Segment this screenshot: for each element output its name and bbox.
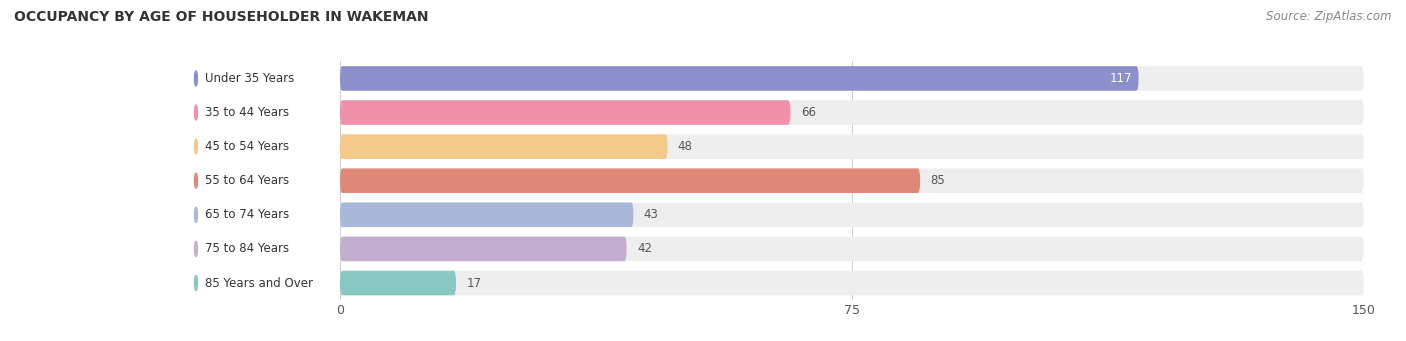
FancyBboxPatch shape <box>190 239 336 259</box>
FancyBboxPatch shape <box>340 100 1364 125</box>
Text: 66: 66 <box>800 106 815 119</box>
Text: 85 Years and Over: 85 Years and Over <box>205 277 312 290</box>
FancyBboxPatch shape <box>340 237 627 261</box>
FancyBboxPatch shape <box>340 134 1364 159</box>
FancyBboxPatch shape <box>190 103 336 122</box>
Circle shape <box>194 139 197 154</box>
Circle shape <box>194 173 197 188</box>
FancyBboxPatch shape <box>340 203 1364 227</box>
Circle shape <box>194 241 197 256</box>
FancyBboxPatch shape <box>340 203 634 227</box>
Text: OCCUPANCY BY AGE OF HOUSEHOLDER IN WAKEMAN: OCCUPANCY BY AGE OF HOUSEHOLDER IN WAKEM… <box>14 10 429 24</box>
Circle shape <box>194 105 197 120</box>
Circle shape <box>194 71 197 86</box>
Text: 42: 42 <box>637 242 652 255</box>
Text: 45 to 54 Years: 45 to 54 Years <box>205 140 290 153</box>
FancyBboxPatch shape <box>340 100 790 125</box>
Text: 43: 43 <box>644 208 658 221</box>
FancyBboxPatch shape <box>190 273 336 293</box>
Text: 55 to 64 Years: 55 to 64 Years <box>205 174 290 187</box>
FancyBboxPatch shape <box>190 171 336 191</box>
Text: Source: ZipAtlas.com: Source: ZipAtlas.com <box>1267 10 1392 23</box>
Text: 48: 48 <box>678 140 693 153</box>
FancyBboxPatch shape <box>340 66 1364 91</box>
FancyBboxPatch shape <box>340 134 668 159</box>
FancyBboxPatch shape <box>340 66 1139 91</box>
Circle shape <box>194 276 197 291</box>
Text: 85: 85 <box>931 174 945 187</box>
Text: 117: 117 <box>1109 72 1132 85</box>
Text: 65 to 74 Years: 65 to 74 Years <box>205 208 290 221</box>
Text: 35 to 44 Years: 35 to 44 Years <box>205 106 290 119</box>
FancyBboxPatch shape <box>190 137 336 157</box>
FancyBboxPatch shape <box>340 271 1364 295</box>
Circle shape <box>194 207 197 222</box>
Text: 75 to 84 Years: 75 to 84 Years <box>205 242 290 255</box>
FancyBboxPatch shape <box>340 168 920 193</box>
FancyBboxPatch shape <box>340 237 1364 261</box>
FancyBboxPatch shape <box>190 205 336 225</box>
FancyBboxPatch shape <box>340 271 456 295</box>
FancyBboxPatch shape <box>190 69 336 88</box>
Text: Under 35 Years: Under 35 Years <box>205 72 294 85</box>
Text: 17: 17 <box>467 277 481 290</box>
FancyBboxPatch shape <box>340 168 1364 193</box>
